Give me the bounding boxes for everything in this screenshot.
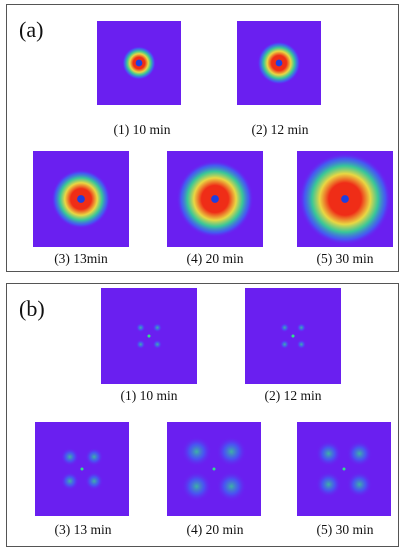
caption-b4: (4) 20 min [186,522,244,537]
caption-b1: (1) 10 min [120,388,178,403]
scattering-image-a2 [237,21,321,105]
scattering-image-b5 [297,422,391,516]
caption-a1: (1) 10 min [113,122,171,137]
scattering-image-b4 [167,422,261,516]
panel-a: (a) (1) 10 min (2) 12 min (3) 13min (4) … [6,4,399,272]
scattering-image-b1 [101,288,197,384]
caption-a5: (5) 30 min [316,251,374,266]
caption-a2: (2) 12 min [251,122,309,137]
scattering-image-a4 [167,151,263,247]
scattering-image-a3 [33,151,129,247]
scattering-image-b3 [35,422,129,516]
panel-label-b: (b) [19,296,45,321]
panel-b: (b) (1) 10 min (2) 12 min (3) 13 min (4)… [6,283,399,547]
scattering-image-a5 [297,151,393,247]
caption-a4: (4) 20 min [186,251,244,266]
caption-b2: (2) 12 min [264,388,322,403]
caption-b5: (5) 30 min [316,522,374,537]
caption-a3: (3) 13min [54,251,108,266]
scattering-image-b2 [245,288,341,384]
caption-b3: (3) 13 min [54,522,112,537]
scattering-image-a1 [97,21,181,105]
panel-label-a: (a) [19,17,44,42]
